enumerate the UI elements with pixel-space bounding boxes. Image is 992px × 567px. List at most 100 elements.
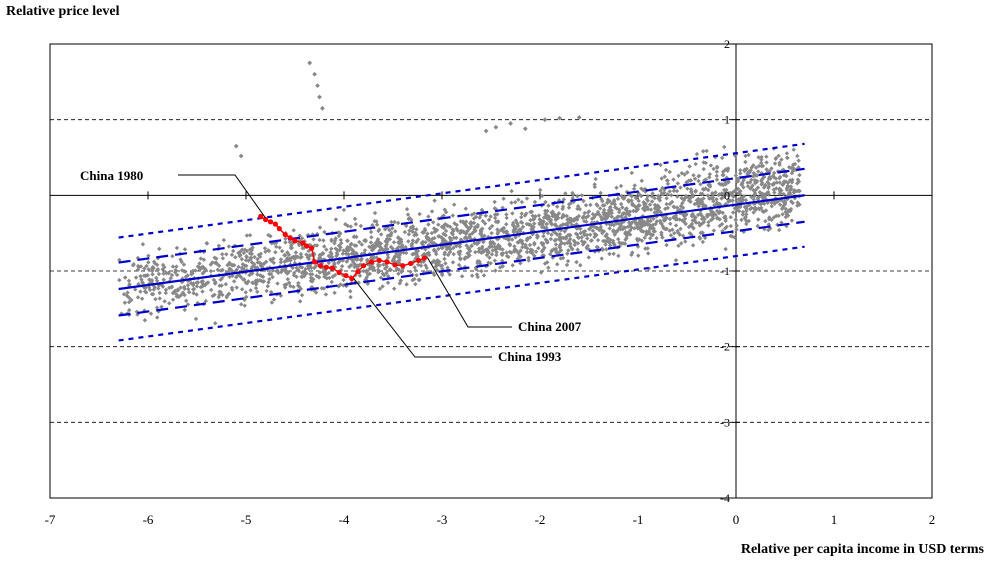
scatter-point [317,225,323,230]
scatter-point [384,242,389,247]
scatter-point [121,292,127,297]
scatter-point [688,178,694,183]
scatter-point [430,220,436,225]
scatter-point [546,203,551,208]
scatter-point [132,287,138,292]
scatter-point [767,174,772,180]
scatter-point [642,235,647,240]
scatter-point [562,241,567,246]
scatter-point [432,198,437,203]
scatter-point [274,244,279,249]
scatter-point [430,236,435,242]
scatter-point [465,225,470,230]
scatter-point [558,228,564,233]
scatter-point [609,208,614,213]
scatter-point [238,249,243,254]
scatter-point [287,239,292,245]
scatter-point [457,241,463,247]
scatter-point [650,191,655,196]
scatter-point [571,199,576,205]
scatter-point [376,227,382,232]
scatter-point [461,220,466,226]
scatter-point [777,176,782,181]
china-point [292,238,298,244]
scatter-point [544,225,549,231]
scatter-point [448,247,453,252]
scatter-point [489,230,494,236]
scatter-point [517,253,522,259]
scatter-point [654,219,660,224]
scatter-point [410,229,415,234]
scatter-point [493,219,499,224]
scatter-point [723,246,728,252]
scatter-point [692,176,698,181]
scatter-point [664,178,670,183]
china-point [300,240,306,246]
scatter-point [388,244,394,250]
scatter-point [600,198,605,204]
scatter-point [268,257,273,262]
scatter-point [451,235,457,241]
scatter-point [627,220,632,225]
scatter-point [751,170,756,176]
scatter-point [223,282,229,287]
axes [49,43,933,499]
scatter-point [500,252,505,258]
scatter-point [633,221,639,227]
scatter-point [387,236,393,242]
scatter-point [605,197,611,203]
scatter-point [495,227,500,232]
scatter-point [536,245,541,251]
scatter-point [122,300,128,305]
scatter-point [728,223,734,229]
scatter-point [198,256,204,261]
scatter-point [734,179,740,184]
scatter-point [639,178,644,184]
scatter-point [385,252,390,257]
scatter-point [682,196,688,201]
scatter-point [179,268,185,273]
scatter-point [299,292,305,298]
scatter-point [697,236,703,241]
scatter-point [341,283,346,288]
scatter-point [126,278,132,283]
scatter-point [443,261,448,266]
scatter-point [355,265,360,271]
scatter-point [218,289,223,295]
scatter-point [227,266,232,272]
scatter-point [762,194,767,199]
scatter-point [738,188,743,194]
scatter-point [354,257,359,262]
scatter-point [352,216,358,222]
scatter-point [509,237,515,242]
scatter-point [333,217,339,222]
scatter-point [586,213,591,219]
scatter-point [326,260,332,266]
scatter-point [150,266,155,271]
scatter-point [592,234,597,240]
scatter-point [656,209,661,214]
gridlines [50,119,932,423]
scatter-point [381,262,386,267]
scatter-point [795,200,800,205]
scatter-point [743,205,749,210]
scatter-point [143,273,149,279]
scatter-point [667,169,672,175]
scatter-point [568,233,573,238]
scatter-point [683,239,688,244]
scatter-point [570,190,575,196]
y-axis-title: Relative price level [6,4,120,19]
scatter-point [429,209,435,214]
scatter-point [743,198,749,203]
scatter-point [669,199,675,205]
x-tick-label: -1 [633,512,644,527]
scatter-point [776,153,781,159]
scatter-point [772,201,777,207]
scatter-point [553,242,559,247]
scatter-point [376,262,381,267]
scatter-point [685,186,690,191]
scatter-point [671,204,676,209]
scatter-point [632,226,637,231]
scatter-point [194,292,199,297]
scatter-point [426,250,431,256]
